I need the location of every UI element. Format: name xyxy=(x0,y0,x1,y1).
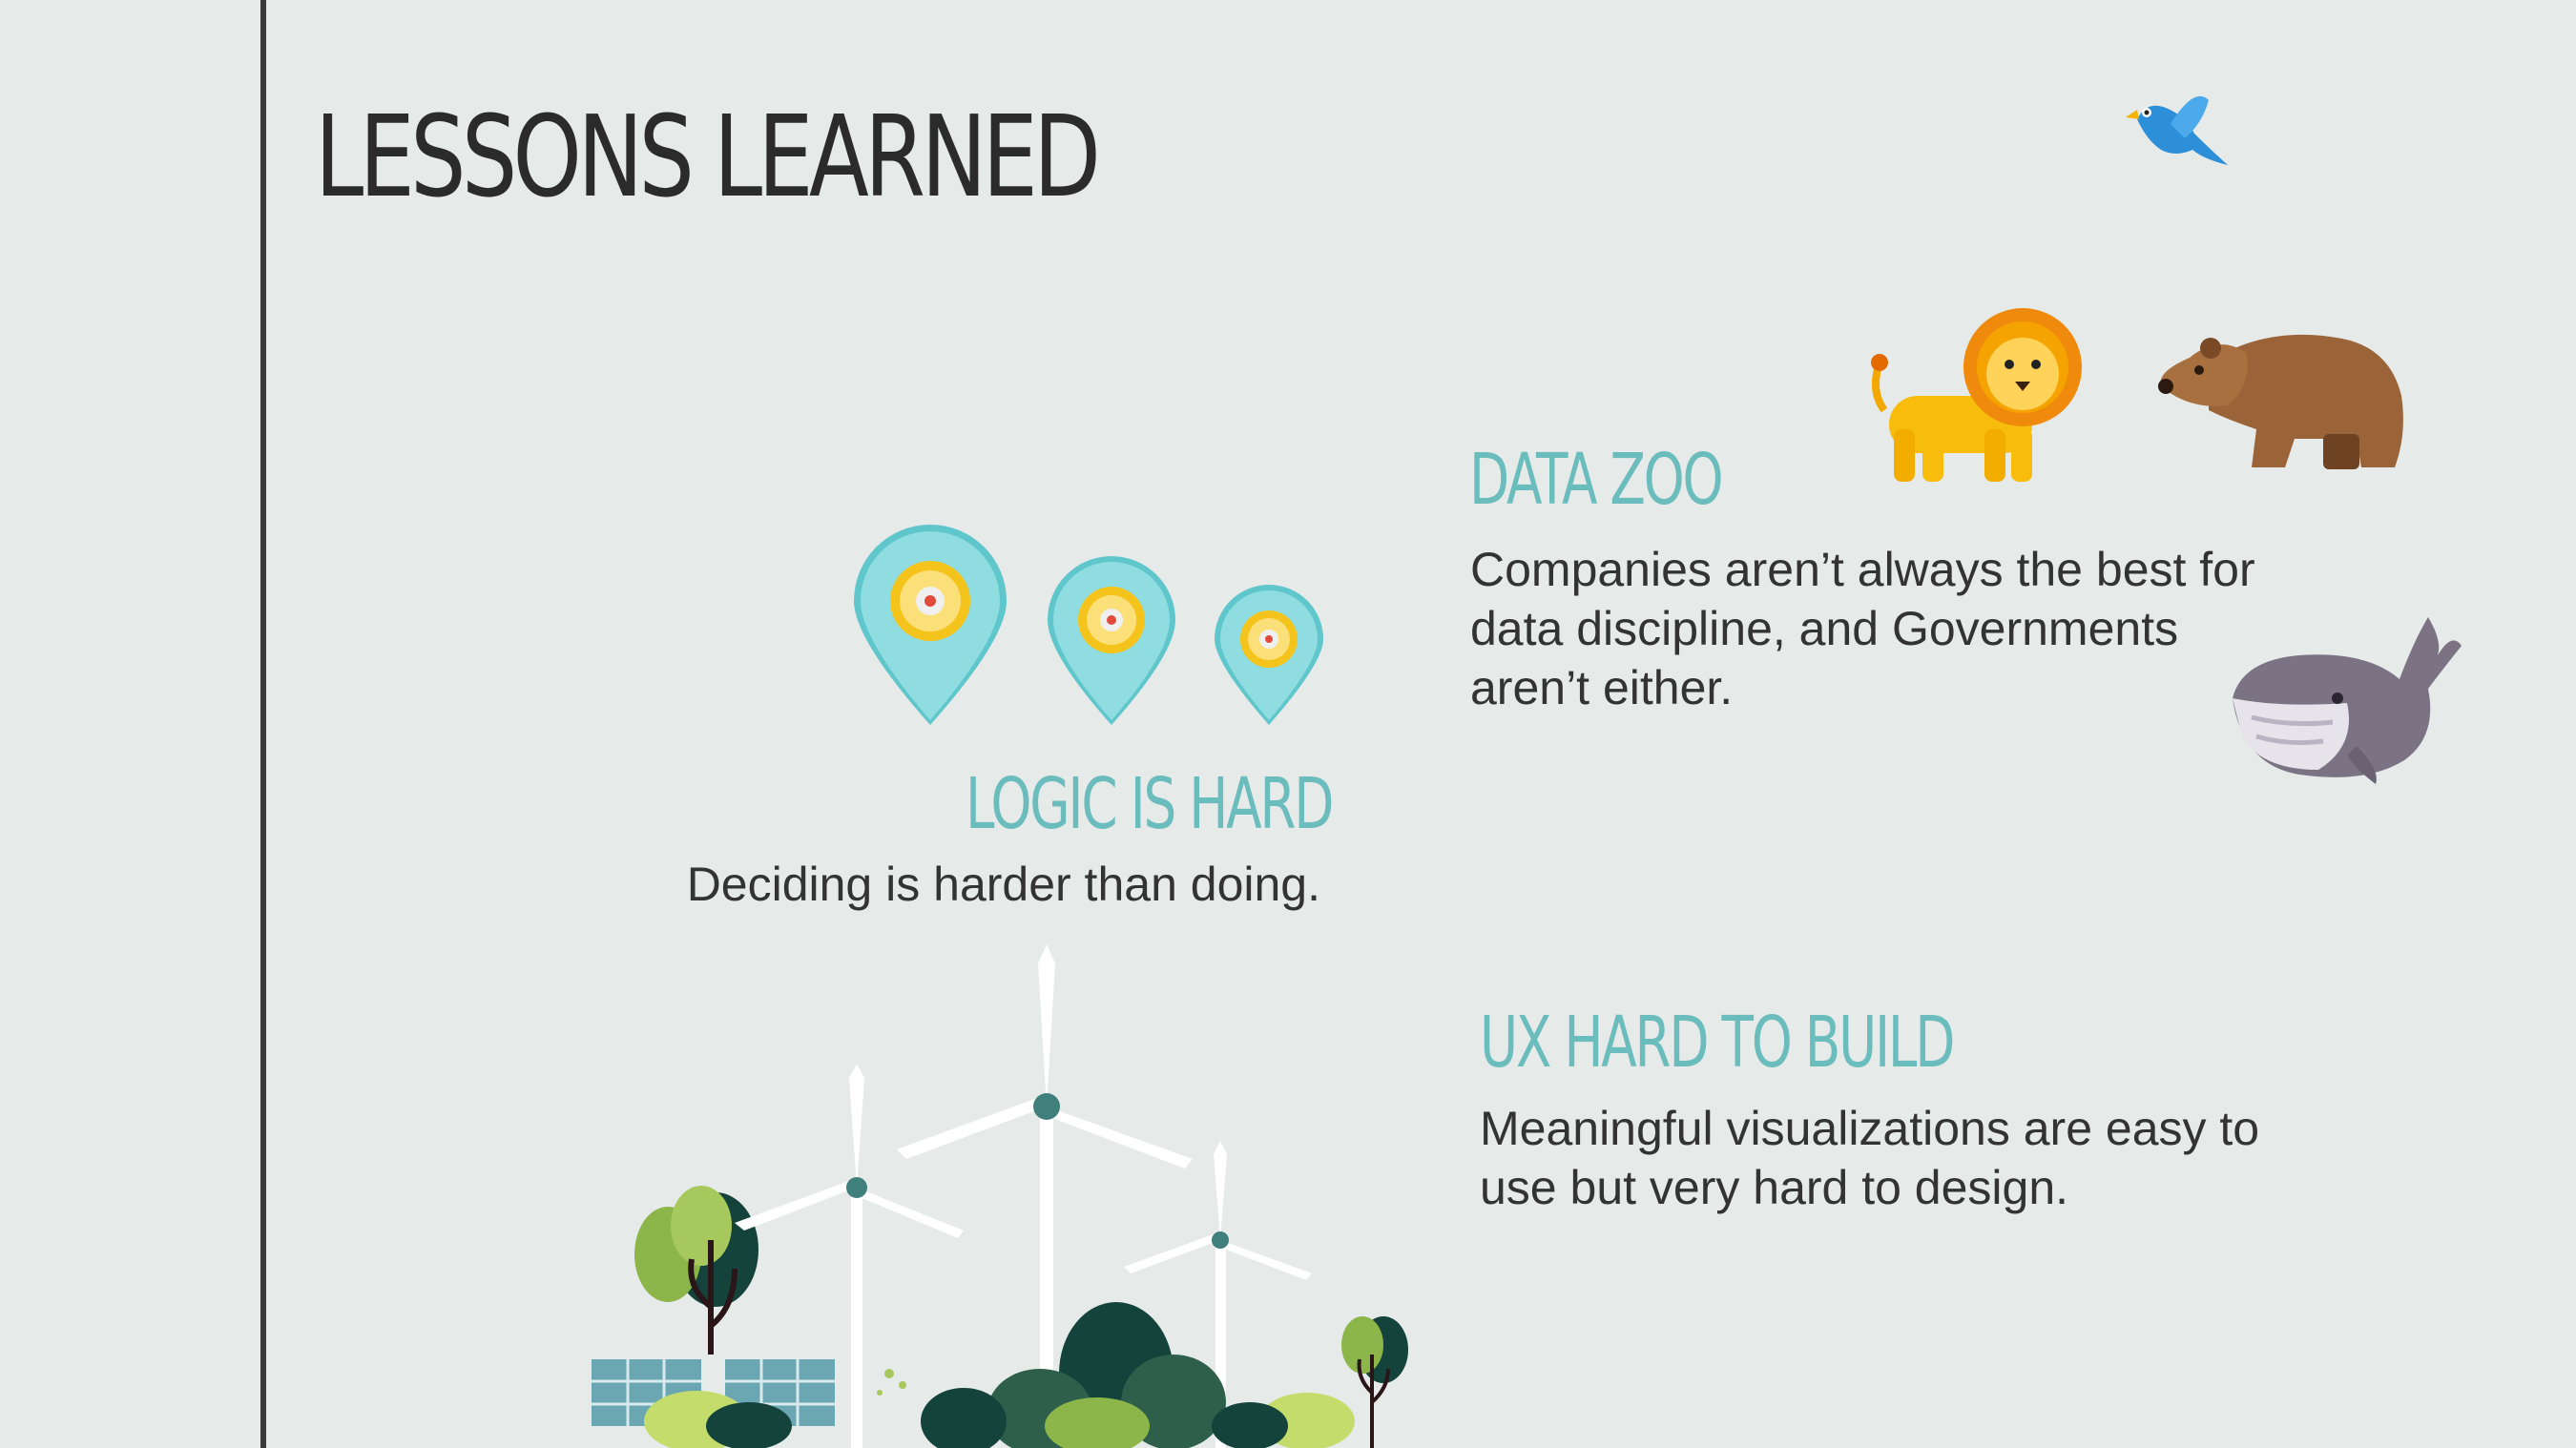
tree-icon xyxy=(1341,1316,1408,1448)
slide-title: LESSONS LEARNED xyxy=(315,91,1101,222)
wind-turbine-icon xyxy=(1124,1141,1312,1448)
ux-body: Meaningful visualizations are easy to us… xyxy=(1480,1102,2260,1214)
tree-icon xyxy=(634,1186,758,1355)
vertical-rule xyxy=(260,0,266,1448)
data-zoo-heading: DATA ZOO xyxy=(1469,439,1724,521)
bush-icon xyxy=(644,1302,1355,1448)
gear-pin-icon xyxy=(1048,556,1175,725)
data-zoo-body: Companies aren’t always the best for dat… xyxy=(1470,543,2255,714)
gear-pins xyxy=(854,525,1323,725)
whale-icon xyxy=(2233,617,2462,784)
bird-icon xyxy=(2126,95,2228,165)
bear-icon xyxy=(2158,334,2403,469)
logic-body: Deciding is harder than doing. xyxy=(686,858,1320,911)
ux-heading: UX HARD TO BUILD xyxy=(1480,1002,1955,1084)
wind-farm-illustration xyxy=(592,944,1408,1448)
lion-icon xyxy=(1871,308,2082,482)
wind-turbine-icon xyxy=(897,944,1193,1448)
wind-turbine-icon xyxy=(735,1064,964,1448)
logic-heading: LOGIC IS HARD xyxy=(966,763,1334,845)
gear-pin-icon xyxy=(854,525,1007,725)
gear-pin-icon xyxy=(1215,585,1323,725)
